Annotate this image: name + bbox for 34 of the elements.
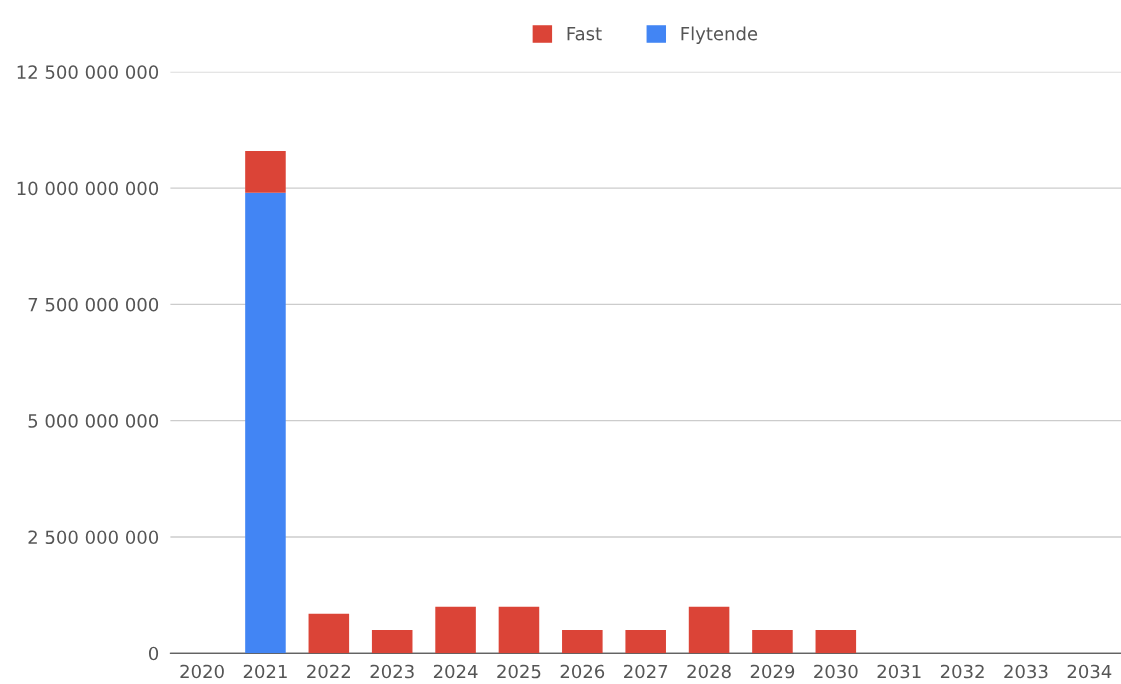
- bar: [688, 606, 730, 654]
- y-tick-label: 7 500 000 000: [28, 297, 159, 312]
- x-tick-label: 2029: [750, 664, 795, 679]
- x-tick-label: 2023: [370, 664, 414, 679]
- legend-label: Fast: [567, 27, 602, 41]
- x-tick-label: 2031: [877, 664, 921, 679]
- bar: [245, 150, 286, 193]
- x-tick-label: 2020: [180, 664, 224, 679]
- bar: [752, 629, 793, 654]
- x-tick-label: 2030: [814, 664, 858, 679]
- x-tick-label: 2021: [243, 664, 287, 679]
- y-tick-label: 5 000 000 000: [28, 414, 159, 428]
- y-tick-label: 12 500 000 000: [17, 65, 159, 79]
- bar: [371, 629, 413, 654]
- bar: [245, 192, 286, 654]
- bar: [498, 606, 540, 654]
- bar: [308, 613, 350, 654]
- bar: [562, 629, 603, 654]
- bar: [435, 606, 476, 654]
- x-tick-label: 2034: [1067, 664, 1112, 679]
- x-tick-label: 2033: [1004, 664, 1048, 679]
- y-tick-label: 10 000 000 000: [17, 181, 159, 196]
- y-tick-label: 0: [148, 646, 159, 661]
- x-tick-label: 2024: [433, 664, 478, 679]
- x-tick-label: 2025: [497, 664, 541, 679]
- x-tick-label: 2032: [940, 664, 984, 679]
- bar: [625, 629, 666, 654]
- bar: [815, 629, 857, 654]
- x-tick-label: 2022: [307, 664, 350, 679]
- x-tick-label: 2027: [624, 664, 668, 679]
- x-tick-label: 2028: [687, 664, 731, 679]
- legend-label: Flytende: [681, 26, 758, 44]
- y-tick-label: 2 500 000 000: [28, 530, 159, 545]
- x-tick-label: 2026: [560, 664, 605, 679]
